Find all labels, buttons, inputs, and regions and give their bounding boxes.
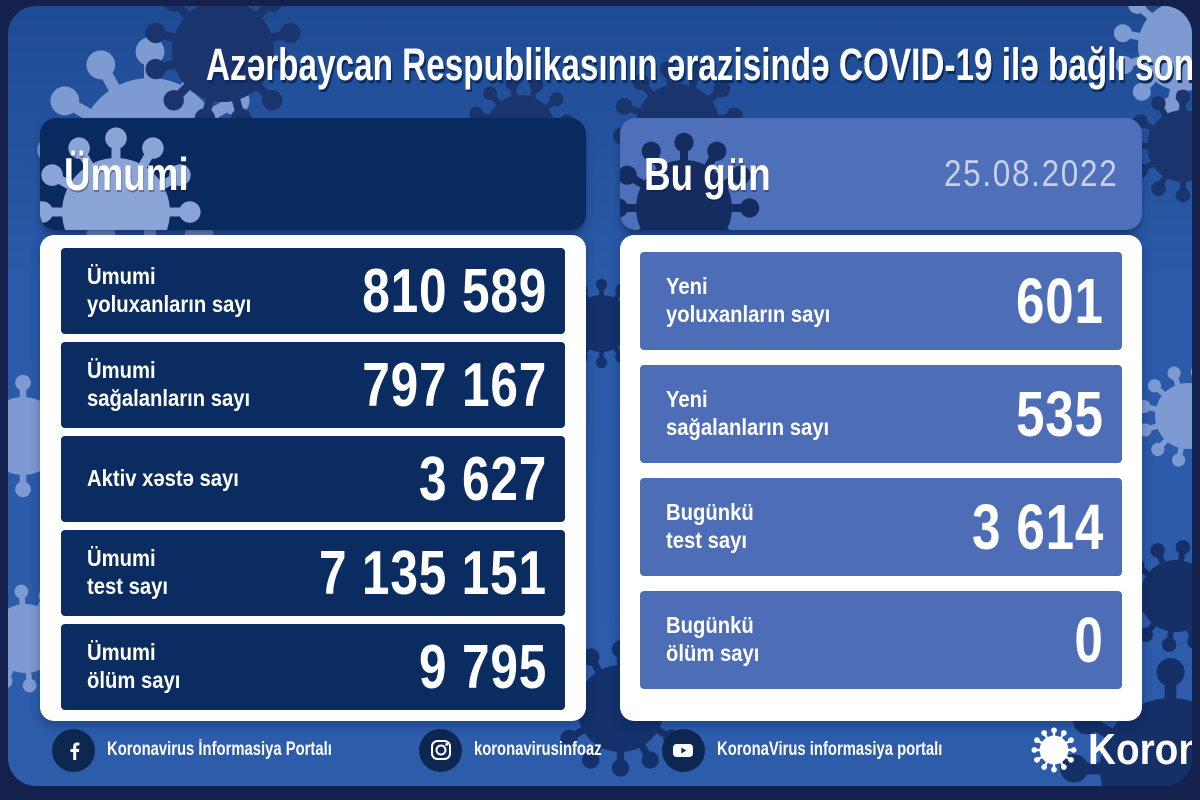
instagram-label: koronavirusinfoaz <box>474 739 602 760</box>
stat-value: 810 589 <box>362 256 547 326</box>
stat-label: Aktiv xəstə sayı <box>87 465 239 492</box>
stat-value: 7 135 151 <box>319 538 547 608</box>
instagram-icon <box>419 728 463 772</box>
stat-row-total-infections: Ümumi yoluxanların sayı 810 589 <box>61 248 565 334</box>
koronavirus-info-logo: KoronaVirus info <box>1030 725 1192 775</box>
facebook-icon <box>52 728 95 772</box>
stat-row-today-tests: Bugünkü test sayı 3 614 <box>640 478 1122 576</box>
today-stats-panel: Yeni yoluxanların sayı 601 Yeni sağalanl… <box>620 235 1142 721</box>
report-date: 25.08.2022 <box>943 153 1119 194</box>
stat-label: Ümumi test sayı <box>87 545 169 599</box>
stat-row-total-recovered: Ümumi sağalanların sayı 797 167 <box>61 342 565 428</box>
stat-label: Yeni yoluxanların sayı <box>666 273 831 327</box>
stat-label: Ümumi ölüm sayı <box>87 639 181 693</box>
youtube-icon <box>661 728 705 772</box>
today-section-header: Bu gün 25.08.2022 <box>620 118 1142 230</box>
stat-value: 3 627 <box>418 444 547 514</box>
facebook-social-item: Koronavirus İnformasiya Portalı <box>52 728 395 772</box>
total-section-title: Ümumi <box>64 148 189 200</box>
stat-value: 601 <box>1016 265 1104 337</box>
virus-logo-icon <box>1030 726 1078 774</box>
stat-label: Ümumi sağalanların sayı <box>87 357 251 411</box>
stat-label: Yeni sağalanların sayı <box>666 386 830 440</box>
stat-value: 797 167 <box>362 350 547 420</box>
stat-value: 0 <box>1074 604 1104 676</box>
stat-row-new-infections: Yeni yoluxanların sayı 601 <box>640 252 1122 350</box>
facebook-label: Koronavirus İnformasiya Portalı <box>107 739 332 760</box>
stat-row-total-tests: Ümumi test sayı 7 135 151 <box>61 530 565 616</box>
logo-text: KoronaVirus <box>1087 725 1192 774</box>
instagram-social-item: koronavirusinfoaz <box>419 728 638 772</box>
page-title: Azərbaycan Respublikasının ərazisində CO… <box>205 39 1192 90</box>
stat-value: 3 614 <box>971 491 1104 563</box>
stat-row-total-deaths: Ümumi ölüm sayı 9 795 <box>61 624 565 710</box>
youtube-label: KoronaVirus informasiya portalı <box>716 739 943 760</box>
stat-row-today-deaths: Bugünkü ölüm sayı 0 <box>640 591 1122 689</box>
stat-label: Bugünkü test sayı <box>666 499 754 553</box>
footer: Koronavirus İnformasiya Portalı koronavi… <box>52 724 1192 776</box>
total-section-header: Ümumi <box>40 118 586 230</box>
stat-value: 535 <box>1016 378 1104 450</box>
stat-row-new-recovered: Yeni sağalanların sayı 535 <box>640 365 1122 463</box>
today-section-title: Bu gün <box>644 148 771 200</box>
stat-value: 9 795 <box>418 632 547 702</box>
stat-row-active-cases: Aktiv xəstə sayı 3 627 <box>61 436 565 522</box>
youtube-social-item: KoronaVirus informasiya portalı <box>661 728 1006 772</box>
total-stats-panel: Ümumi yoluxanların sayı 810 589 Ümumi sa… <box>40 235 586 721</box>
stat-label: Ümumi yoluxanların sayı <box>87 263 252 317</box>
infographic-card: Azərbaycan Respublikasının ərazisində CO… <box>8 6 1192 786</box>
stat-label: Bugünkü ölüm sayı <box>666 612 760 666</box>
